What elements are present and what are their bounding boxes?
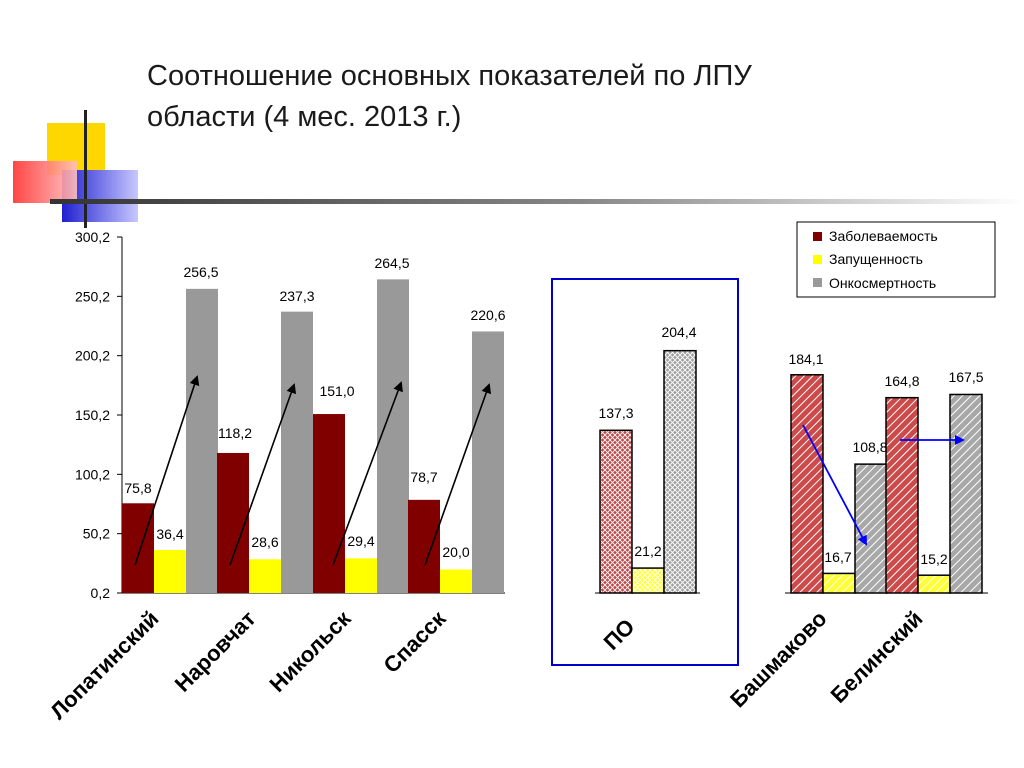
neglect-bar — [345, 558, 377, 593]
data-label: 137,3 — [598, 405, 633, 421]
neglect-bar — [249, 559, 281, 593]
morbidity-bar — [408, 499, 440, 593]
data-label: 118,2 — [218, 425, 252, 441]
title-line-1: Соотношение основных показателей по ЛПУ — [147, 60, 752, 92]
onco-mortality-bar — [854, 463, 888, 594]
onco-mortality-bar — [281, 311, 313, 593]
category-label: Белинский — [826, 606, 928, 708]
neglect-bar — [822, 572, 856, 594]
legend-box — [796, 221, 996, 298]
chart-layer: 0,2 50,2 100,2 150,2 200,2 250,2 300,2 75,8 36,4… — [45, 229, 988, 724]
y-tick-label: 250,2 — [75, 288, 110, 304]
title-decoration — [13, 110, 1024, 228]
onco-mortality-bar — [472, 331, 504, 593]
data-label: 184,1 — [788, 351, 823, 367]
neglect-bar — [917, 574, 951, 594]
onco-mortality-bar — [186, 288, 218, 593]
deco-vertical-line — [84, 110, 87, 228]
legend-swatch-neglect — [813, 255, 822, 264]
deco-red-square — [13, 161, 77, 203]
data-label: 78,7 — [410, 469, 437, 485]
title-rule — [50, 199, 1024, 204]
legend: Заболеваемость Запущенность Онкосмертнос… — [796, 221, 996, 298]
data-label: 20,0 — [442, 544, 469, 560]
neglect-bar — [631, 567, 665, 594]
data-label: 21,2 — [634, 543, 661, 559]
trend-arrow — [332, 381, 403, 566]
morbidity-bar — [790, 374, 824, 594]
data-label: 237,3 — [279, 288, 314, 304]
slide-title: Соотношение основных показателей по ЛПУ … — [147, 56, 967, 138]
onco-mortality-bar — [377, 279, 409, 593]
data-label: 36,4 — [156, 526, 183, 542]
category-label: Спасск — [378, 605, 451, 678]
data-label: 256,5 — [183, 264, 218, 280]
morbidity-bar — [122, 503, 154, 593]
category-label: Лопатинский — [45, 606, 163, 724]
neglect-bar — [154, 550, 186, 593]
category-label: Наровчат — [170, 606, 261, 697]
trend-arrow — [229, 383, 297, 566]
category-label: Башмаково — [725, 606, 831, 712]
trend-arrow-blue — [802, 424, 867, 546]
data-label: 75,8 — [124, 480, 151, 496]
y-tick-label: 300,2 — [75, 229, 110, 245]
y-tick-label: 150,2 — [75, 407, 110, 423]
legend-label-onco-mortality: Онкосмертность — [829, 275, 936, 291]
legend-label-neglect: Запущенность — [829, 251, 923, 267]
data-label: 29,4 — [347, 533, 374, 549]
morbidity-bar — [313, 414, 345, 593]
data-label: 28,6 — [251, 534, 278, 550]
onco-mortality-bar — [949, 393, 983, 594]
onco-mortality-bar — [663, 349, 697, 594]
category-label: Никольск — [264, 605, 356, 697]
data-label: 15,2 — [920, 551, 947, 567]
morbidity-bar — [599, 429, 633, 594]
data-label: 164,8 — [884, 373, 919, 389]
neglect-bar — [440, 569, 472, 593]
y-tick-label: 50,2 — [83, 526, 110, 542]
data-label: 151,0 — [319, 383, 354, 399]
category-label: ПО — [599, 614, 640, 655]
morbidity-bar — [217, 452, 249, 593]
morbidity-bar — [885, 396, 919, 594]
po-highlight-frame — [551, 278, 739, 666]
trend-arrow — [134, 375, 200, 566]
data-label: 108,8 — [852, 439, 887, 455]
legend-label-morbidity: Заболеваемость — [829, 228, 938, 244]
title-line-2: области (4 мес. 2013 г.) — [147, 101, 462, 133]
data-label: 264,5 — [374, 255, 409, 271]
y-tick-label: 0,2 — [91, 585, 111, 601]
y-tick-label: 200,2 — [75, 348, 110, 364]
legend-swatch-morbidity — [813, 232, 822, 241]
trend-arrow — [424, 383, 492, 566]
data-label: 220,6 — [470, 307, 505, 323]
y-tick-label: 100,2 — [75, 466, 110, 482]
legend-swatch-onco-mortality — [813, 278, 822, 287]
data-label: 167,5 — [948, 369, 983, 385]
data-label: 16,7 — [824, 549, 851, 565]
data-label: 204,4 — [661, 324, 696, 340]
